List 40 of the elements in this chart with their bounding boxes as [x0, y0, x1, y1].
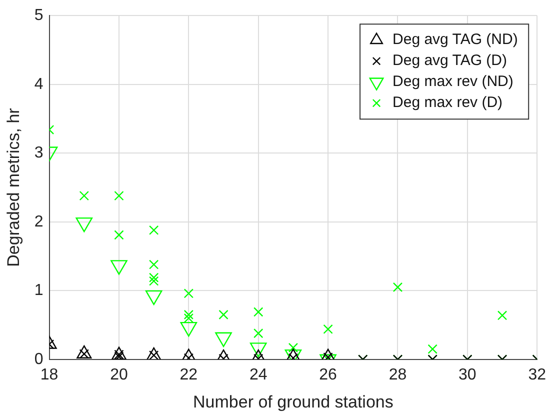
point — [392, 282, 403, 292]
legend-label: Deg max rev (ND) — [392, 73, 514, 90]
point — [218, 310, 228, 320]
x-tick-label: 32 — [528, 366, 546, 384]
y-tick-label: 5 — [34, 7, 44, 24]
point — [111, 346, 127, 360]
point — [146, 347, 162, 360]
point — [148, 272, 159, 282]
x-tick-label: 28 — [388, 366, 407, 384]
x-axis-title: Number of ground stations — [193, 392, 394, 412]
point — [184, 313, 194, 323]
point — [184, 288, 194, 298]
point — [148, 260, 159, 270]
legend-label: Deg avg TAG (ND) — [392, 31, 518, 48]
point — [114, 230, 124, 240]
point — [254, 307, 264, 317]
point — [497, 310, 508, 320]
x-tick-label: 22 — [180, 366, 198, 384]
x-tick-label: 24 — [249, 366, 268, 384]
y-axis-title: Degraded metrics, hr — [4, 108, 23, 267]
point — [148, 225, 159, 235]
point — [79, 190, 89, 201]
legend-label: Deg avg TAG (D) — [392, 52, 508, 70]
point — [323, 324, 333, 334]
x-tick-label: 30 — [458, 366, 476, 384]
y-tick-label: 2 — [34, 213, 44, 230]
y-tick-label: 0 — [34, 350, 44, 368]
y-tick-label: 1 — [34, 282, 44, 300]
point — [148, 276, 159, 286]
point — [76, 345, 92, 358]
point — [288, 342, 298, 353]
y-tick-label: 4 — [34, 76, 44, 93]
point — [114, 190, 124, 201]
x-tick-label: 20 — [110, 366, 128, 384]
x-tick-label: 18 — [40, 366, 58, 384]
y-tick-label: 3 — [34, 144, 44, 162]
point — [254, 328, 264, 338]
x-tick-label: 26 — [319, 366, 338, 384]
point — [184, 310, 194, 320]
legend-label: Deg max rev (D) — [392, 94, 503, 112]
